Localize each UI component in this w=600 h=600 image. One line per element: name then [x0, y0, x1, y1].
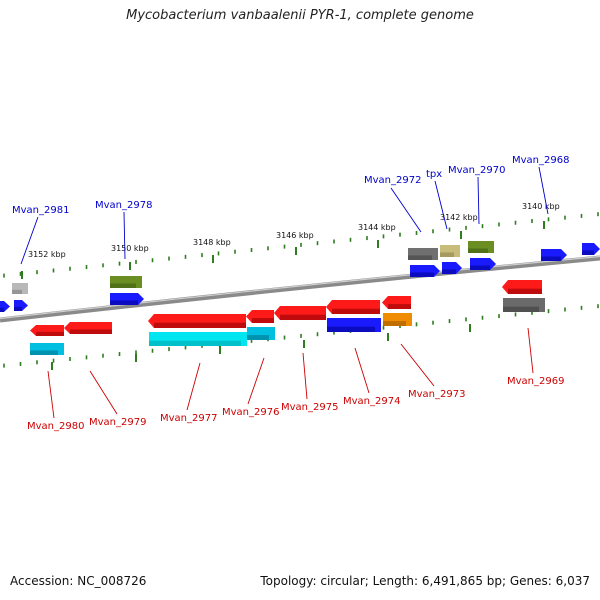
gene-block-shade	[468, 248, 488, 253]
gene-label-mvan-2970: Mvan_2970	[448, 165, 505, 176]
gene-block-shade	[332, 308, 380, 314]
gene-leader-line	[47, 370, 55, 419]
gene-block-shade	[14, 306, 22, 311]
gene-label-tpx: tpx	[426, 169, 442, 180]
scale-label: 3142 kbp	[440, 213, 478, 222]
gene-leader-line	[247, 357, 265, 405]
gene-leader-line	[477, 176, 480, 225]
gene-block-shade	[12, 289, 22, 294]
gene-leader-line	[186, 362, 201, 411]
gene-block-shade	[470, 265, 490, 270]
gene-block-shade	[0, 307, 4, 312]
gene-block-shade	[36, 331, 64, 336]
genome-backbone	[0, 255, 600, 323]
gene-label-mvan-2974: Mvan_2974	[343, 396, 400, 407]
gene-label-mvan-2976: Mvan_2976	[222, 407, 279, 418]
gene-label-mvan-2968: Mvan_2968	[512, 155, 569, 166]
gene-block-shade	[247, 335, 269, 340]
gene-label-mvan-2969: Mvan_2969	[507, 376, 564, 387]
gene-block-shade	[442, 269, 456, 274]
gene-leader-line	[89, 370, 118, 415]
scale-label: 3150 kbp	[111, 244, 149, 253]
scale-label: 3146 kbp	[276, 231, 314, 240]
gene-label-mvan-2981: Mvan_2981	[12, 205, 69, 216]
genome-backbone-highlight	[0, 255, 600, 320]
gene-block-shade	[440, 252, 454, 257]
gene-leader-line	[390, 187, 422, 233]
gene-leader-line	[434, 180, 448, 230]
gene-label-mvan-2979: Mvan_2979	[89, 417, 146, 428]
scale-label: 3140 kbp	[522, 202, 560, 211]
gene-label-mvan-2973: Mvan_2973	[408, 389, 465, 400]
genome-title: Mycobacterium vanbaalenii PYR-1, complet…	[126, 8, 474, 23]
gene-leader-line	[400, 343, 435, 387]
gene-label-mvan-2972: Mvan_2972	[364, 175, 421, 186]
gene-block-shade	[110, 300, 138, 305]
gene-block-shade	[541, 256, 561, 261]
gene-block-shade	[388, 304, 411, 309]
gene-leader-line	[302, 352, 308, 400]
gene-block-shade	[280, 314, 326, 320]
gene-leader-line	[354, 347, 370, 394]
genome-summary-text: Topology: circular; Length: 6,491,865 bp…	[260, 574, 590, 588]
gene-leader-line	[538, 166, 549, 215]
gene-block-shade	[410, 272, 434, 277]
gene-block-shade	[327, 326, 375, 332]
gene-block-shade	[252, 318, 274, 323]
gene-block-shade	[508, 288, 542, 294]
gene-block-shade	[70, 329, 112, 334]
gene-block-shade	[383, 321, 406, 326]
gene-block-shade	[30, 350, 58, 355]
accession-text: Accession: NC_008726	[10, 574, 147, 588]
gene-leader-line	[20, 216, 39, 265]
gene-block-shade	[154, 322, 246, 328]
gene-block-shade	[110, 283, 136, 288]
gene-leader-line	[123, 211, 126, 260]
gene-leader-line	[527, 327, 534, 374]
scale-label: 3152 kbp	[28, 250, 66, 259]
gene-block-shade	[503, 306, 539, 312]
gene-label-mvan-2978: Mvan_2978	[95, 200, 152, 211]
gene-label-mvan-2977: Mvan_2977	[160, 413, 217, 424]
scale-label: 3148 kbp	[193, 238, 231, 247]
gene-block-shade	[408, 255, 432, 260]
gene-label-mvan-2975: Mvan_2975	[281, 402, 338, 413]
gene-block-shade	[582, 250, 594, 255]
scale-label: 3144 kbp	[358, 223, 396, 232]
gene-block-shade	[149, 340, 241, 346]
gene-label-mvan-2980: Mvan_2980	[27, 421, 84, 432]
